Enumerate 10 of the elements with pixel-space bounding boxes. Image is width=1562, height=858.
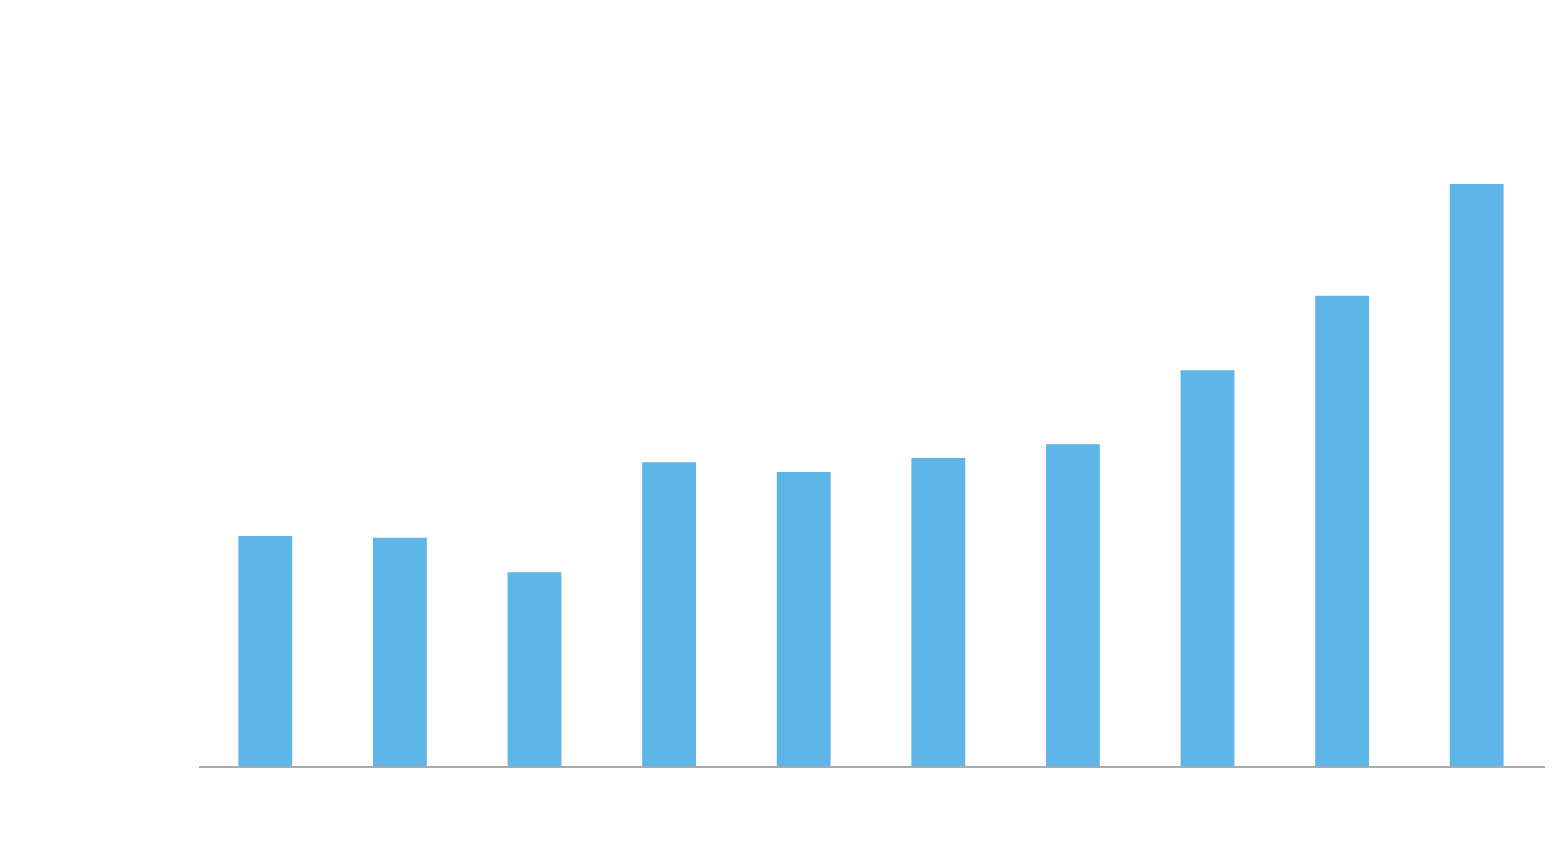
bar <box>911 458 966 766</box>
bar <box>1315 295 1370 766</box>
bar <box>372 537 427 766</box>
bar <box>642 462 697 766</box>
bar <box>238 536 293 766</box>
bar <box>776 472 831 766</box>
bar <box>1449 184 1504 766</box>
bar <box>507 572 562 766</box>
bar <box>1045 444 1100 766</box>
bar <box>1180 370 1235 766</box>
